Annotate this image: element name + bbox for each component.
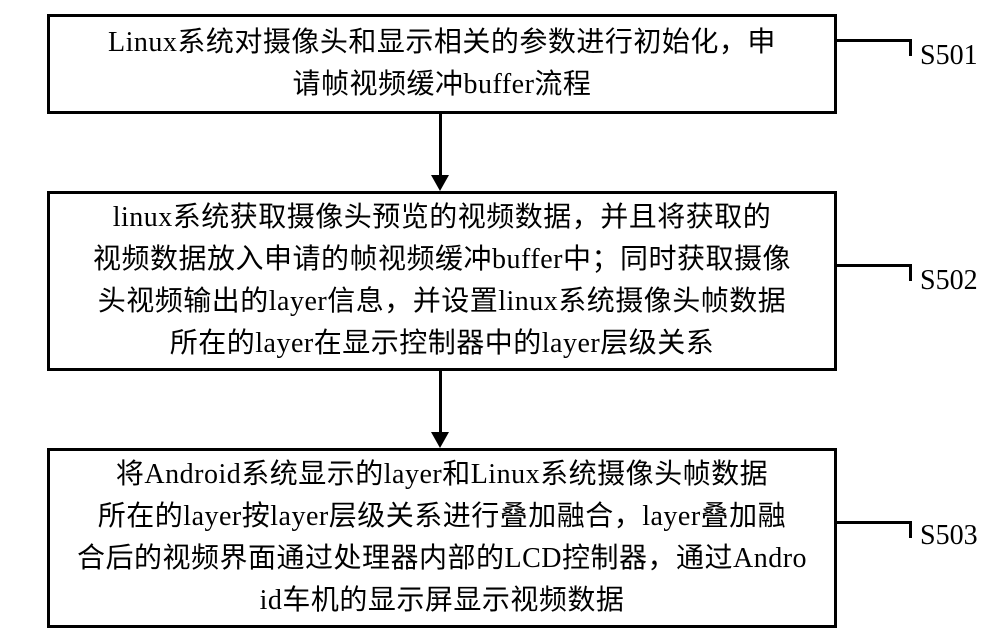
flow-node-2: linux系统获取摄像头预览的视频数据，并且将获取的 视频数据放入申请的帧视频缓…	[47, 191, 837, 371]
flow-node-1-text: Linux系统对摄像头和显示相关的参数进行初始化，申 请帧视频缓冲buffer流…	[108, 22, 776, 106]
flowchart-canvas: Linux系统对摄像头和显示相关的参数进行初始化，申 请帧视频缓冲buffer流…	[0, 0, 1000, 642]
flow-node-3-text: 将Android系统显示的layer和Linux系统摄像头帧数据 所在的laye…	[77, 454, 807, 622]
flow-node-2-connector	[837, 264, 912, 281]
flow-node-3-label: S503	[920, 520, 978, 552]
flow-node-2-label: S502	[920, 265, 978, 297]
flow-node-1-connector	[837, 39, 912, 56]
edge-2-3-arrow	[431, 432, 449, 448]
flow-node-1: Linux系统对摄像头和显示相关的参数进行初始化，申 请帧视频缓冲buffer流…	[47, 14, 837, 114]
flow-node-2-text: linux系统获取摄像头预览的视频数据，并且将获取的 视频数据放入申请的帧视频缓…	[93, 197, 791, 365]
edge-1-2-arrow	[431, 175, 449, 191]
edge-2-3-line	[439, 371, 442, 433]
flow-node-3-connector	[837, 521, 912, 538]
edge-1-2-line	[439, 114, 442, 176]
flow-node-3: 将Android系统显示的layer和Linux系统摄像头帧数据 所在的laye…	[47, 448, 837, 628]
flow-node-1-label: S501	[920, 40, 978, 72]
